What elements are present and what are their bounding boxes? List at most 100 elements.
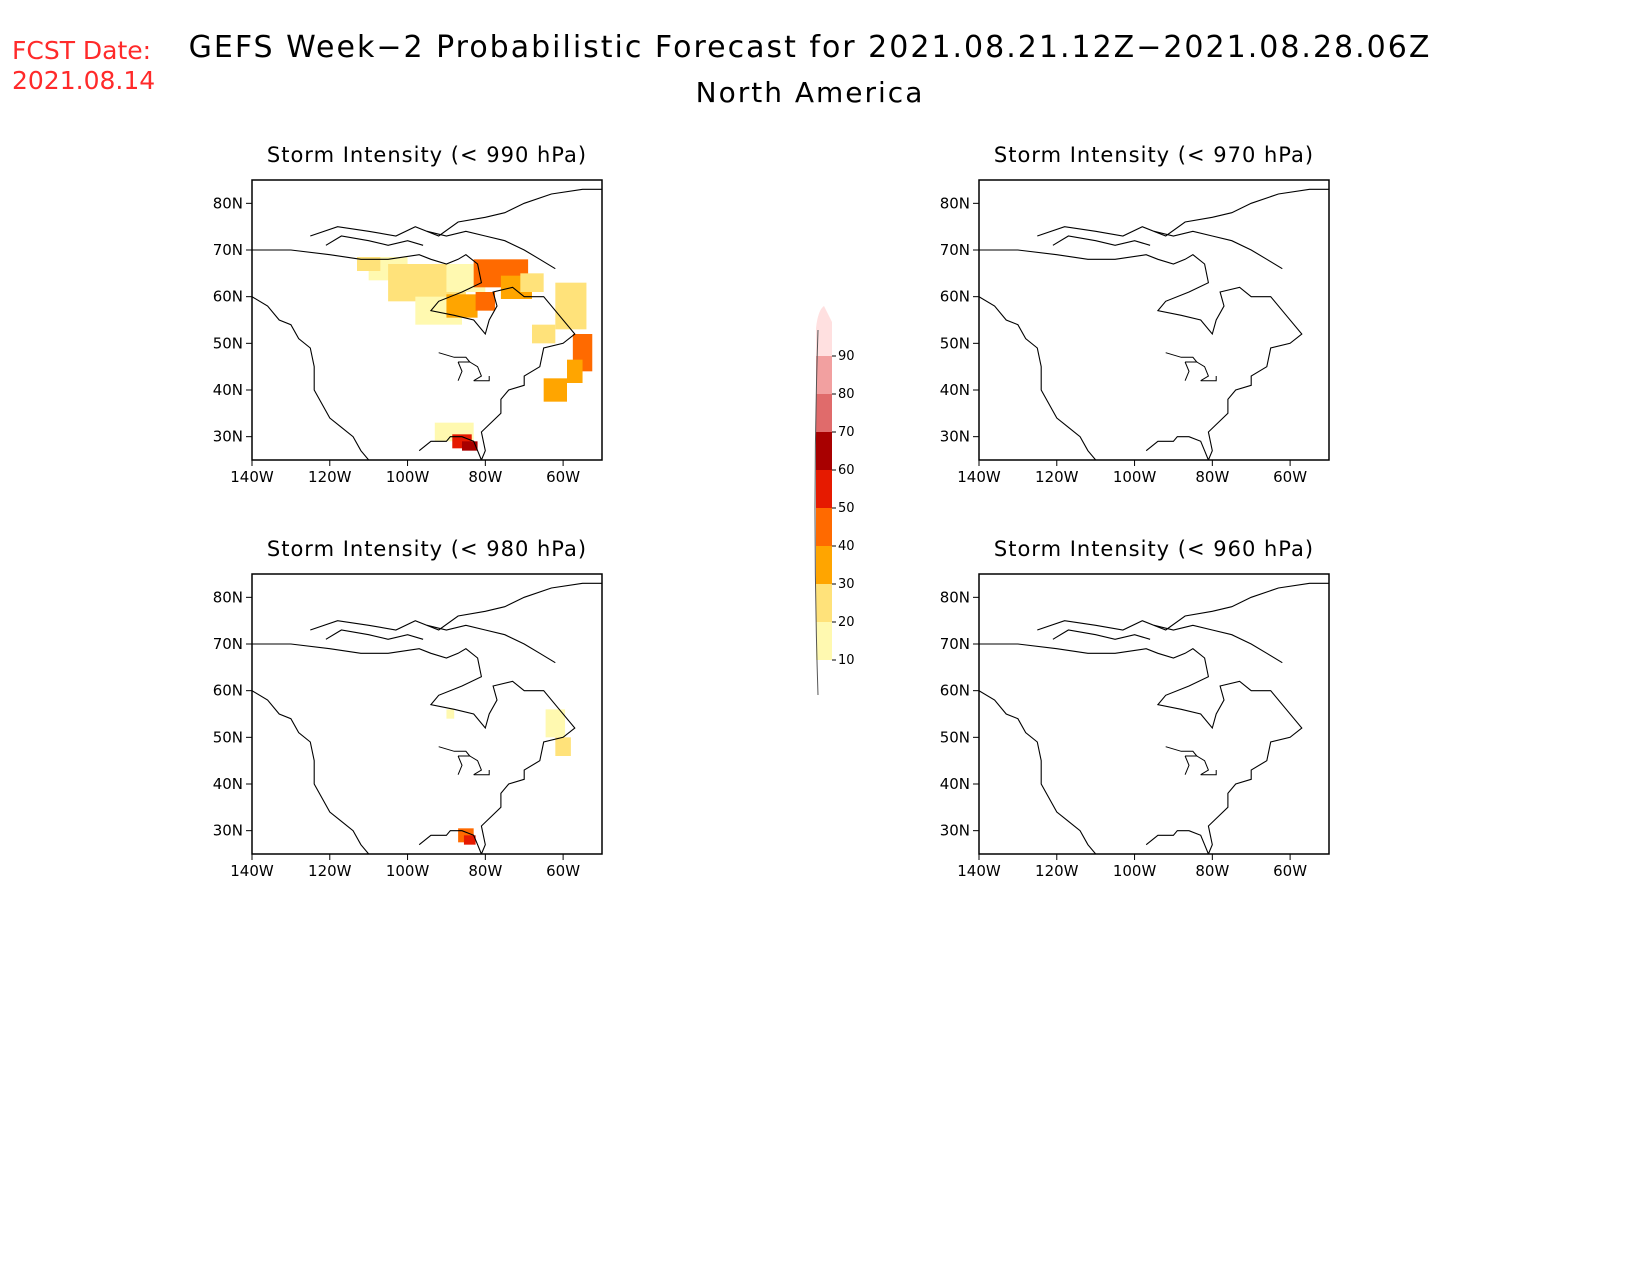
panel-title: Storm Intensity (< 990 hPa) — [267, 143, 587, 167]
lat-label: 80N — [940, 194, 970, 212]
colorbar-label: 80 — [838, 387, 855, 402]
forecast-date-label: FCST Date: — [12, 36, 152, 65]
lat-label: 70N — [213, 635, 243, 653]
colorbar-swatch — [816, 470, 832, 508]
west-coastline — [979, 690, 1097, 854]
great-lakes-outline — [457, 755, 463, 775]
great-lakes-outline — [473, 376, 490, 382]
lat-label: 40N — [213, 381, 243, 399]
probability-cell — [446, 294, 478, 318]
arctic-coastline — [325, 235, 424, 246]
lat-label: 50N — [213, 728, 243, 746]
map-layers — [252, 188, 602, 460]
map-layers — [252, 582, 602, 854]
arctic-coastline — [325, 629, 424, 640]
colorbar-outline — [814, 329, 819, 696]
great-lakes-outline — [1200, 376, 1217, 382]
great-lakes-outline — [473, 770, 490, 776]
colorbar-swatch — [816, 622, 832, 660]
lon-label: 60W — [1273, 862, 1307, 880]
arctic-coastline — [426, 624, 556, 664]
lat-label: 80N — [213, 588, 243, 606]
lat-label: 40N — [213, 775, 243, 793]
lat-label: 60N — [940, 288, 970, 306]
lat-label: 50N — [940, 334, 970, 352]
great-lakes-outline — [1184, 755, 1190, 775]
map-background — [979, 180, 1329, 460]
map-svg: Storm Intensity (< 990 hPa) 80N 70N 60N 50N 4… — [213, 143, 603, 486]
map-layers — [979, 582, 1329, 854]
lon-label: 80W — [1195, 468, 1229, 486]
lat-label: 60N — [213, 682, 243, 700]
arctic-coastline — [1037, 188, 1329, 237]
lon-label: 140W — [230, 468, 274, 486]
great-lakes-outline — [457, 361, 463, 381]
lat-label: 30N — [213, 428, 243, 446]
lat-label: 30N — [940, 428, 970, 446]
lon-label: 100W — [386, 468, 430, 486]
coastline — [252, 249, 576, 460]
colorbar-swatch — [816, 584, 832, 622]
probability-colorbar: 10 20 30 40 50 60 70 80 90 — [800, 306, 880, 750]
map-frame — [251, 573, 603, 855]
lat-label: 70N — [940, 635, 970, 653]
probability-cell — [462, 441, 478, 451]
great-lakes-outline — [1196, 361, 1210, 382]
lon-label: 140W — [957, 862, 1001, 880]
map-frame — [978, 179, 1330, 461]
probability-cell — [446, 709, 455, 719]
probability-cell — [545, 709, 566, 738]
main-title: GEFS Week−2 Probabilistic Forecast for 2… — [188, 30, 1432, 65]
great-lakes-outline — [1200, 770, 1217, 776]
map-svg: Storm Intensity (< 980 hPa) 80N 70N 60N 50N 4… — [213, 537, 603, 880]
forecast-date-value: 2021.08.14 — [12, 66, 156, 95]
lon-label: 120W — [308, 862, 352, 880]
colorbar-label: 30 — [838, 577, 855, 592]
great-lakes-outline — [438, 746, 471, 757]
lon-label: 100W — [386, 862, 430, 880]
arctic-coastline — [426, 230, 556, 270]
colorbar-swatch — [816, 432, 832, 470]
colorbar-swatch — [816, 356, 832, 394]
colorbar-label: 40 — [838, 539, 855, 554]
west-coastline — [252, 690, 370, 854]
map-panel-990: Storm Intensity (< 990 hPa) 80N 70N 60N 50N 4… — [195, 138, 795, 538]
lat-label: 60N — [940, 682, 970, 700]
coastline — [979, 249, 1303, 460]
lat-label: 80N — [213, 194, 243, 212]
probability-cell — [567, 359, 583, 383]
lon-label: 60W — [546, 468, 580, 486]
lat-label: 70N — [940, 241, 970, 259]
lon-label: 120W — [1035, 468, 1079, 486]
arctic-coastline — [1153, 624, 1283, 664]
west-coastline — [252, 296, 370, 460]
panel-title: Storm Intensity (< 960 hPa) — [994, 537, 1314, 561]
probability-cell — [463, 835, 476, 845]
great-lakes-outline — [438, 352, 471, 363]
arctic-coastline — [1037, 582, 1329, 631]
west-coastline — [979, 296, 1097, 460]
panel-title: Storm Intensity (< 970 hPa) — [994, 143, 1314, 167]
panel-title: Storm Intensity (< 980 hPa) — [267, 537, 587, 561]
lat-label: 80N — [940, 588, 970, 606]
lon-label: 80W — [1195, 862, 1229, 880]
lat-label: 40N — [940, 381, 970, 399]
colorbar-label: 60 — [838, 463, 855, 478]
forecast-date-block: FCST Date: 2021.08.14 — [12, 36, 155, 96]
lon-label: 100W — [1113, 468, 1157, 486]
great-lakes-outline — [469, 755, 483, 776]
lat-label: 50N — [213, 334, 243, 352]
arctic-coastline — [1052, 235, 1151, 246]
colorbar-swatch — [816, 306, 832, 356]
lat-label: 30N — [213, 822, 243, 840]
lat-label: 70N — [213, 241, 243, 259]
colorbar-swatch — [816, 546, 832, 584]
lat-label: 30N — [940, 822, 970, 840]
colorbar-label: 10 — [838, 653, 855, 668]
map-frame — [978, 573, 1330, 855]
map-svg: Storm Intensity (< 970 hPa) 80N 70N 60N 50N 4… — [940, 143, 1330, 486]
coastline — [252, 643, 576, 854]
colorbar-label: 50 — [838, 501, 855, 516]
probability-cell — [532, 324, 556, 344]
probability-cell — [543, 378, 567, 402]
